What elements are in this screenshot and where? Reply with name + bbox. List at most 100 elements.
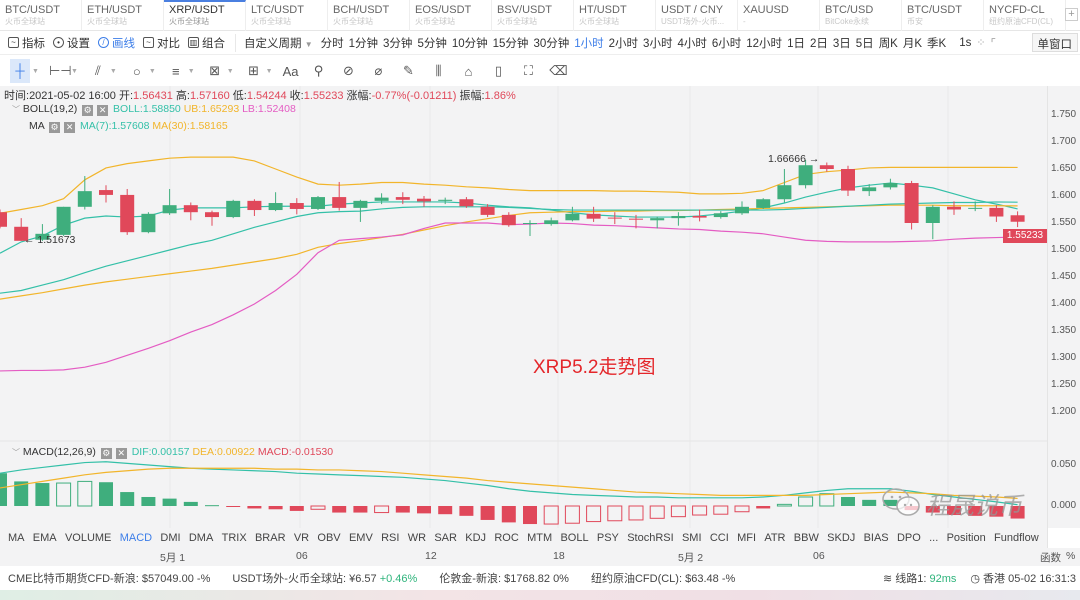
close-icon[interactable]: ✕	[97, 105, 109, 116]
lock-tool[interactable]: ⌂	[458, 59, 478, 83]
period-4[interactable]: 10分钟	[451, 37, 488, 50]
screenshot-tool[interactable]: ⛶	[518, 59, 538, 83]
period-1[interactable]: 1分钟	[348, 37, 379, 50]
period-0[interactable]: 分时	[320, 37, 344, 50]
indicator-volume[interactable]: VOLUME	[64, 532, 112, 544]
link-tool[interactable]: ⊘	[338, 59, 358, 83]
price-chart[interactable]	[0, 86, 1047, 528]
indicator-ma[interactable]: MA	[8, 532, 25, 544]
period-15[interactable]: 3日	[832, 37, 851, 50]
lock-bars-tool[interactable]: ⫼	[428, 59, 448, 83]
period-14[interactable]: 2日	[809, 37, 828, 50]
measure-box-tool[interactable]: ⊞ ▼	[244, 59, 272, 83]
brush-tool[interactable]: ✎	[398, 59, 418, 83]
grid-layout-icon[interactable]: ⁘	[976, 37, 986, 49]
indicator-dpo[interactable]: DPO	[896, 532, 921, 544]
tab-bsv-usdt[interactable]: BSV/USDT 火币全球站	[492, 0, 574, 31]
indicator-smi[interactable]: SMI	[681, 532, 702, 544]
ticker-gold[interactable]: 伦敦金-新浪: $1768.82 0%	[439, 570, 569, 586]
period-9[interactable]: 3小时	[643, 37, 673, 50]
indicator-position[interactable]: Position	[946, 532, 986, 544]
gear-icon[interactable]: ⚙	[100, 448, 112, 459]
indicator-rsi[interactable]: RSI	[381, 532, 400, 544]
tab-ltc-usdt[interactable]: LTC/USDT 火币全球站	[246, 0, 328, 31]
crosshair-tool[interactable]: ┼ ▼	[10, 59, 39, 83]
indicator-psy[interactable]: PSY	[596, 532, 619, 544]
indicator-mtm[interactable]: MTM	[527, 532, 553, 544]
close-icon[interactable]: ✕	[115, 448, 127, 459]
indicator-stochrsi[interactable]: StochRSI	[627, 532, 674, 544]
axis-mode-toggle[interactable]: 函数	[1040, 552, 1061, 564]
ellipse-tool[interactable]: ○ ▼	[127, 59, 156, 83]
trend-line-tool[interactable]: ⫽ ▼	[88, 59, 117, 83]
tab-nycfd-cl[interactable]: NYCFD-CL 纽约原油CFD(CL)	[984, 0, 1066, 31]
indicator-macd[interactable]: MACD	[119, 532, 153, 544]
indicator-sar[interactable]: SAR	[434, 532, 457, 544]
collapse-chevron-icon[interactable]: ﹀	[12, 105, 20, 114]
trash-tool[interactable]: ⌫	[548, 59, 568, 83]
period-19[interactable]: 季K	[927, 37, 947, 50]
ticker-oil[interactable]: 纽约原油CFD(CL): $63.48 -%	[591, 570, 735, 586]
ticker-usdt[interactable]: USDT场外-火币全球站: ¥6.57 +0.46%	[232, 570, 417, 586]
tab-bch-usdt[interactable]: BCH/USDT 火币全球站	[328, 0, 410, 31]
single-window-button[interactable]: 单窗口	[1031, 33, 1078, 52]
indicator-skdj[interactable]: SKDJ	[827, 532, 856, 544]
tab-usdt-cny[interactable]: USDT / CNY USDT场外-火币...	[656, 0, 738, 31]
horizontal-segment-tool[interactable]: ⊢⊣ ▼	[49, 59, 78, 83]
period-12[interactable]: 12小时	[746, 37, 783, 50]
indicator-atr[interactable]: ATR	[764, 532, 786, 544]
axis-mode-toggle[interactable]: %	[1066, 550, 1076, 562]
gear-icon[interactable]: ⚙	[82, 105, 94, 116]
period-7[interactable]: 1小时	[574, 37, 604, 50]
tab-eos-usdt[interactable]: EOS/USDT 火币全球站	[410, 0, 492, 31]
period-6[interactable]: 30分钟	[533, 37, 570, 50]
indicator-wr[interactable]: WR	[407, 532, 427, 544]
compare-button[interactable]: ~ 对比	[143, 35, 180, 51]
period-17[interactable]: 周K	[878, 37, 898, 50]
indicator-button[interactable]: ~ 指标	[8, 35, 45, 51]
indicator-dmi[interactable]: DMI	[160, 532, 181, 544]
tab-ht-usdt[interactable]: HT/USDT 火币全球站	[574, 0, 656, 31]
bookmark-tool[interactable]: ▯	[488, 59, 508, 83]
indicator-boll[interactable]: BOLL	[560, 532, 589, 544]
period-18[interactable]: 月K	[902, 37, 923, 50]
indicator-trix[interactable]: TRIX	[221, 532, 247, 544]
indicator-bbw[interactable]: BBW	[793, 532, 819, 544]
indicator-more[interactable]: ...	[929, 532, 939, 544]
add-tab-button[interactable]: +	[1065, 8, 1078, 21]
collapse-chevron-icon[interactable]: ﹀	[12, 448, 20, 457]
pattern-tool[interactable]: ⊠ ▼	[205, 59, 233, 83]
indicator-fundflow[interactable]: Fundflow	[994, 532, 1039, 544]
close-icon[interactable]: ✕	[64, 122, 76, 133]
ruler-tool[interactable]: ⌀	[368, 59, 388, 83]
indicator-obv[interactable]: OBV	[317, 532, 341, 544]
tab-btc-usdt[interactable]: BTC/USDT 火币全球站	[0, 0, 82, 31]
indicator-roc[interactable]: ROC	[494, 532, 519, 544]
tab-btc-usd[interactable]: BTC/USD BitCoke永续	[820, 0, 902, 31]
indicator-brar[interactable]: BRAR	[254, 532, 286, 544]
period-5[interactable]: 15分钟	[492, 37, 529, 50]
draw-button[interactable]: / 画线	[98, 35, 135, 51]
indicator-bias[interactable]: BIAS	[863, 532, 889, 544]
indicator-dma[interactable]: DMA	[188, 532, 214, 544]
period-16[interactable]: 5日	[855, 37, 874, 50]
period-13[interactable]: 1日	[787, 37, 805, 50]
settings-button[interactable]: • 设置	[53, 35, 90, 51]
indicator-ema[interactable]: EMA	[32, 532, 57, 544]
period-11[interactable]: 6小时	[711, 37, 742, 50]
indicator-mfi[interactable]: MFI	[737, 532, 757, 544]
connection-status[interactable]: ≋ 线路1: 92ms	[883, 570, 956, 586]
combo-button[interactable]: ▥ 组合	[188, 35, 225, 51]
ticker-cme[interactable]: CME比特币期货CFD-新浪: $57049.00 -%	[8, 570, 210, 586]
tab-xauusd[interactable]: XAUUSD -	[738, 0, 820, 31]
refresh-interval[interactable]: 1s	[959, 36, 972, 49]
text-tool[interactable]: Aa	[282, 63, 299, 79]
chart-area[interactable]	[0, 86, 1080, 528]
magnet-tool[interactable]: ⚲	[308, 59, 328, 83]
indicator-cci[interactable]: CCI	[709, 532, 729, 544]
indicator-kdj[interactable]: KDJ	[465, 532, 487, 544]
custom-period-dropdown[interactable]: 自定义周期 ▼	[244, 35, 313, 51]
tab-eth-usdt[interactable]: ETH/USDT 火币全球站	[82, 0, 164, 31]
tab-btc-usdt[interactable]: BTC/USDT 币安	[902, 0, 984, 31]
period-8[interactable]: 2小时	[608, 37, 639, 50]
